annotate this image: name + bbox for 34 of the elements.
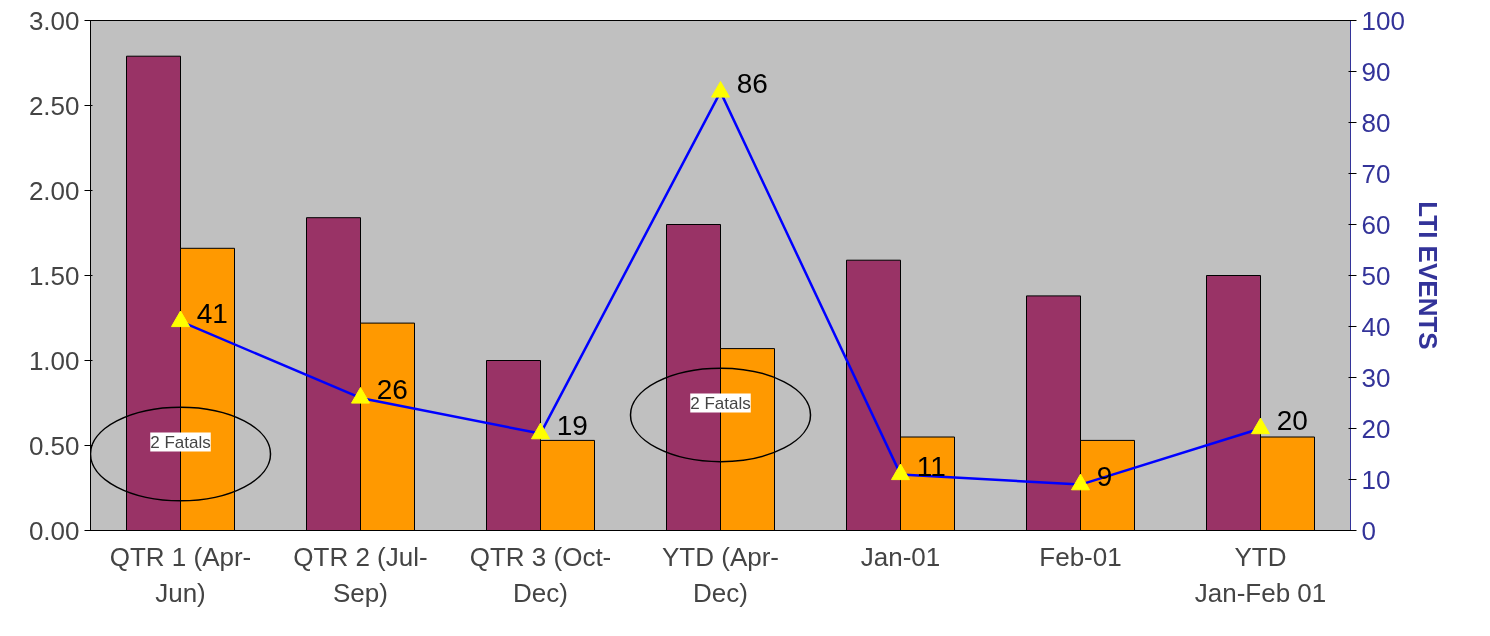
y2-tick-label: 50 [1361,260,1391,291]
y2-tick-label: 100 [1361,5,1405,36]
x-tick-label: Jan-01 [860,541,941,572]
y2-tick-label: 90 [1361,56,1391,87]
data-label: 41 [196,297,228,329]
y2-tick-label: 70 [1361,158,1391,189]
x-tick-label: QTR 1 (Apr- Jun) [109,541,252,608]
annotation: 2 Fatals [150,432,211,452]
y-tick-label: 2.00 [28,175,80,206]
data-label: 19 [556,410,588,442]
data-label: 20 [1276,405,1308,436]
y2-tick-label: 30 [1361,362,1391,393]
y2-tick-label: 0 [1361,515,1376,546]
y2-tick-label: 10 [1361,464,1391,495]
y2-tick-label: 20 [1361,413,1391,444]
y2-tick-label: 60 [1361,209,1391,240]
y2-tick-label: 40 [1361,311,1391,342]
annotation: 2 Fatals [690,393,751,413]
data-label: 26 [376,374,408,406]
y-tick-label: 2.50 [28,90,80,121]
y2-tick-label: 80 [1361,107,1391,138]
data-label: 11 [916,450,946,482]
y-tick-label: 3.00 [28,5,80,36]
x-tick-label: QTR 3 (Oct- Dec) [469,541,612,608]
y-tick-label: 1.00 [28,345,80,376]
x-tick-label: YTD Jan-Feb 01 [1194,541,1327,608]
y2-axis-title: LTI EVENTS [1412,201,1443,350]
data-label: 86 [736,68,768,100]
y-tick-label: 1.50 [28,260,80,291]
y-tick-label: 0.50 [28,430,80,461]
y-tick-label: 0.00 [28,515,80,546]
x-tick-label: YTD (Apr- Dec) [662,541,779,608]
x-tick-label: Feb-01 [1039,541,1122,572]
x-tick-label: QTR 2 (Jul- Sep) [293,541,428,608]
